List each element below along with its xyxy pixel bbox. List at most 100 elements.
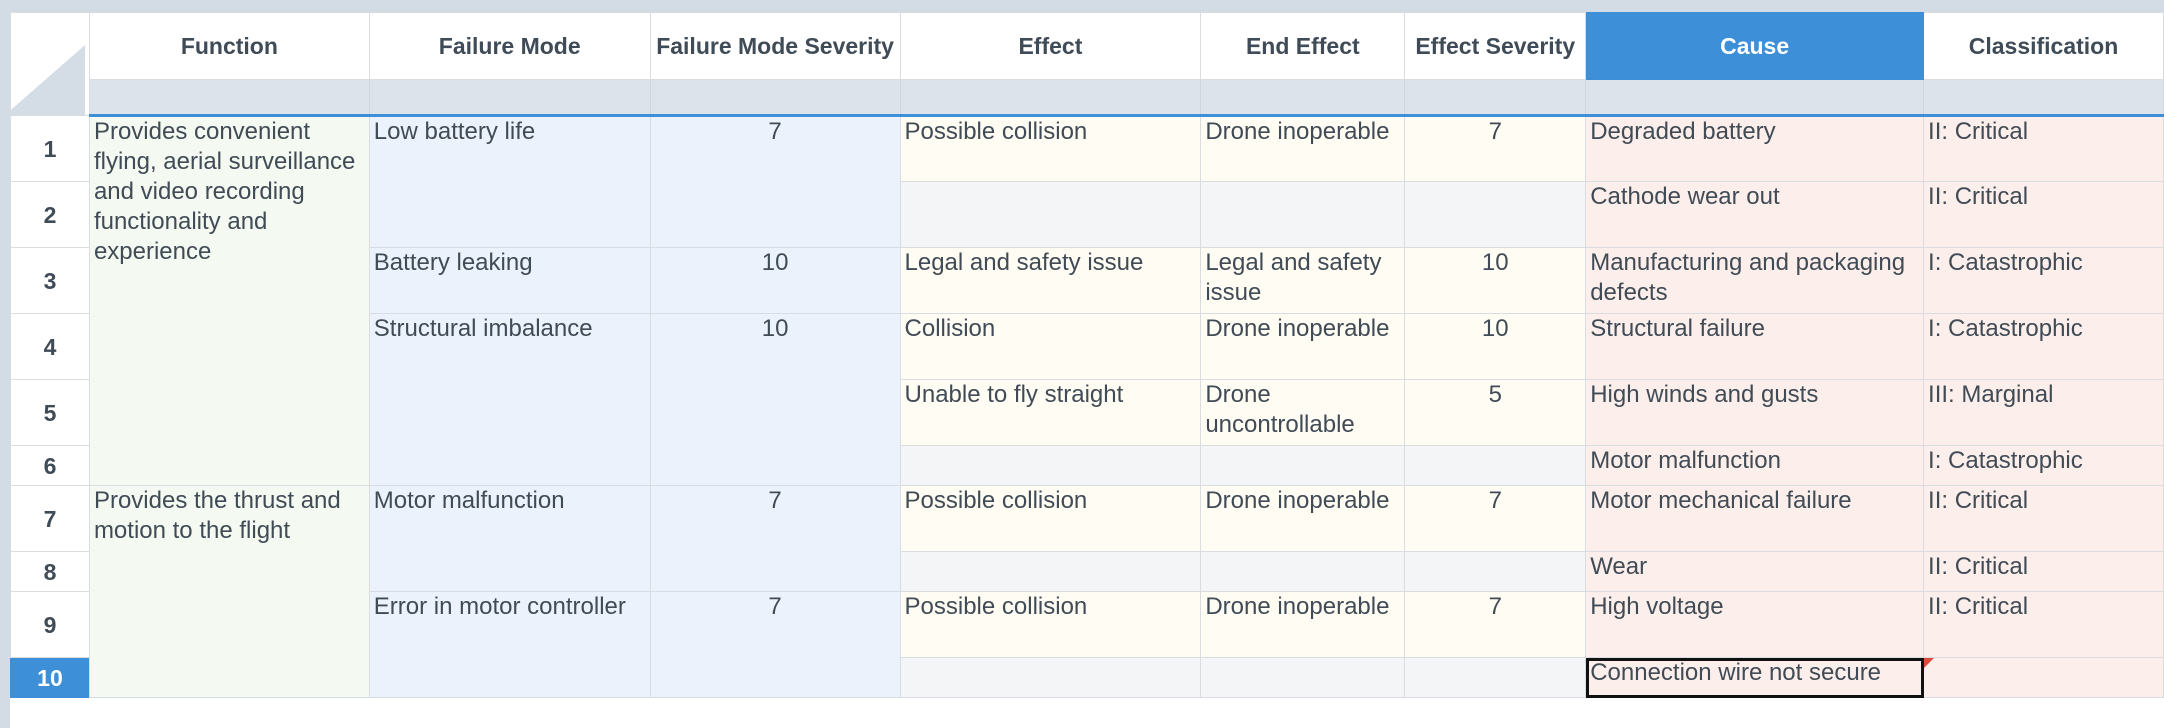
end-effect-cell[interactable]: Drone inoperable <box>1200 591 1406 658</box>
column-header-row: Function Failure Mode Failure Mode Sever… <box>10 12 2164 116</box>
classification-cell[interactable]: III: Marginal <box>1923 379 2164 446</box>
effect-severity-cell[interactable]: 7 <box>1404 591 1587 658</box>
validation-flag-icon <box>1924 658 1935 668</box>
table-row: 8 Wear II: Critical <box>10 551 2164 592</box>
effect-cell[interactable]: Legal and safety issue <box>899 247 1202 314</box>
effect-cell[interactable]: Possible collision <box>899 485 1202 552</box>
cause-cell[interactable]: Structural failure <box>1585 313 1925 380</box>
filter-cell-failure-mode[interactable] <box>368 79 651 117</box>
table-row: 10 Connection wire not secure <box>10 657 2164 698</box>
effect-severity-cell[interactable]: 7 <box>1404 485 1587 552</box>
row-number[interactable]: 3 <box>10 247 90 314</box>
effect-severity-cell[interactable] <box>1404 181 1587 248</box>
classification-cell[interactable]: II: Critical <box>1923 181 2164 248</box>
effect-cell[interactable]: Collision <box>899 313 1202 380</box>
filter-cell-effect[interactable] <box>899 79 1202 117</box>
classification-cell[interactable]: II: Critical <box>1923 115 2164 182</box>
column-header-effect-severity[interactable]: Effect Severity <box>1404 12 1587 80</box>
classification-cell[interactable]: II: Critical <box>1923 591 2164 658</box>
cause-cell[interactable]: Motor malfunction <box>1585 445 1925 486</box>
function-cell[interactable]: Provides the thrust and motion to the fl… <box>88 485 370 698</box>
failure-mode-severity-cell[interactable]: 7 <box>649 485 901 592</box>
table-row: 7 Provides the thrust and motion to the … <box>10 485 2164 698</box>
table-row: 2 Cathode wear out II: Critical <box>10 181 2164 248</box>
classification-cell[interactable]: II: Critical <box>1923 551 2164 592</box>
row-number[interactable]: 8 <box>10 551 90 592</box>
left-edge-band <box>0 0 10 728</box>
end-effect-cell[interactable] <box>1200 657 1406 698</box>
filter-cell-cause[interactable] <box>1585 79 1925 117</box>
end-effect-cell[interactable]: Drone inoperable <box>1200 485 1406 552</box>
row-number[interactable]: 10 <box>10 657 90 698</box>
failure-mode-cell[interactable]: Motor malfunction <box>368 485 651 592</box>
row-number[interactable]: 2 <box>10 181 90 248</box>
cause-cell[interactable]: Cathode wear out <box>1585 181 1925 248</box>
filter-cell-failure-mode-severity[interactable] <box>649 79 901 117</box>
filter-cell-end-effect[interactable] <box>1200 79 1406 117</box>
failure-mode-cell[interactable]: Structural imbalance <box>368 313 651 486</box>
effect-cell[interactable]: Unable to fly straight <box>899 379 1202 446</box>
classification-cell[interactable] <box>1923 657 2164 698</box>
column-header-cause[interactable]: Cause <box>1585 12 1925 80</box>
select-all-triangle <box>11 45 85 115</box>
failure-mode-severity-cell[interactable]: 10 <box>649 313 901 486</box>
effect-severity-cell[interactable] <box>1404 551 1587 592</box>
filter-cell-function[interactable] <box>88 79 370 117</box>
effect-severity-cell[interactable]: 10 <box>1404 247 1587 314</box>
effect-cell[interactable]: Possible collision <box>899 591 1202 658</box>
column-header-function[interactable]: Function <box>88 12 370 80</box>
end-effect-cell[interactable] <box>1200 445 1406 486</box>
end-effect-cell[interactable]: Drone inoperable <box>1200 115 1406 182</box>
end-effect-cell[interactable]: Legal and safety issue <box>1200 247 1406 314</box>
end-effect-cell[interactable]: Drone inoperable <box>1200 313 1406 380</box>
row-number[interactable]: 5 <box>10 379 90 446</box>
column-header-failure-mode[interactable]: Failure Mode <box>368 12 651 80</box>
filter-cell-effect-severity[interactable] <box>1404 79 1587 117</box>
row-number[interactable]: 7 <box>10 485 90 552</box>
effect-cell[interactable] <box>899 445 1202 486</box>
select-all-corner[interactable] <box>10 12 90 116</box>
effect-cell[interactable]: Possible collision <box>899 115 1202 182</box>
cause-cell[interactable]: Motor mechanical failure <box>1585 485 1925 552</box>
column-header-effect[interactable]: Effect <box>899 12 1202 80</box>
failure-mode-severity-cell[interactable]: 10 <box>649 247 901 314</box>
row-number[interactable]: 4 <box>10 313 90 380</box>
failure-mode-severity-cell[interactable]: 7 <box>649 115 901 248</box>
end-effect-cell[interactable] <box>1200 181 1406 248</box>
cause-cell[interactable]: Degraded battery <box>1585 115 1925 182</box>
end-effect-cell[interactable]: Drone uncontrollable <box>1200 379 1406 446</box>
cause-cell[interactable]: High winds and gusts <box>1585 379 1925 446</box>
effect-severity-cell[interactable]: 5 <box>1404 379 1587 446</box>
effect-cell[interactable] <box>899 551 1202 592</box>
failure-mode-cell[interactable]: Battery leaking <box>368 247 651 314</box>
cause-cell[interactable]: Wear <box>1585 551 1925 592</box>
end-effect-cell[interactable] <box>1200 551 1406 592</box>
effect-severity-cell[interactable] <box>1404 657 1587 698</box>
table-row: 6 Motor malfunction I: Catastrophic <box>10 445 2164 486</box>
column-header-classification[interactable]: Classification <box>1923 12 2164 80</box>
row-number[interactable]: 6 <box>10 445 90 486</box>
cause-cell[interactable]: Manufacturing and packaging defects <box>1585 247 1925 314</box>
classification-cell[interactable]: II: Critical <box>1923 485 2164 552</box>
failure-mode-severity-cell[interactable]: 7 <box>649 591 901 698</box>
row-number[interactable]: 9 <box>10 591 90 658</box>
effect-cell[interactable] <box>899 181 1202 248</box>
column-header-failure-mode-severity[interactable]: Failure Mode Severity <box>649 12 901 80</box>
table-row: 4 Structural imbalance 10 Collision Dron… <box>10 313 2164 486</box>
column-header-end-effect[interactable]: End Effect <box>1200 12 1406 80</box>
row-number[interactable]: 1 <box>10 115 90 182</box>
table-row: 1 Provides convenient flying, aerial sur… <box>10 115 2164 486</box>
failure-mode-cell[interactable]: Error in motor controller <box>368 591 651 698</box>
effect-cell[interactable] <box>899 657 1202 698</box>
effect-severity-cell[interactable]: 7 <box>1404 115 1587 182</box>
classification-cell[interactable]: I: Catastrophic <box>1923 445 2164 486</box>
effect-severity-cell[interactable]: 10 <box>1404 313 1587 380</box>
effect-severity-cell[interactable] <box>1404 445 1587 486</box>
classification-cell[interactable]: I: Catastrophic <box>1923 313 2164 380</box>
cause-cell[interactable]: High voltage <box>1585 591 1925 658</box>
classification-cell[interactable]: I: Catastrophic <box>1923 247 2164 314</box>
selected-cause-cell[interactable]: Connection wire not secure <box>1585 657 1925 698</box>
function-cell[interactable]: Provides convenient flying, aerial surve… <box>88 115 370 486</box>
filter-cell-classification[interactable] <box>1923 79 2164 117</box>
failure-mode-cell[interactable]: Low battery life <box>368 115 651 248</box>
